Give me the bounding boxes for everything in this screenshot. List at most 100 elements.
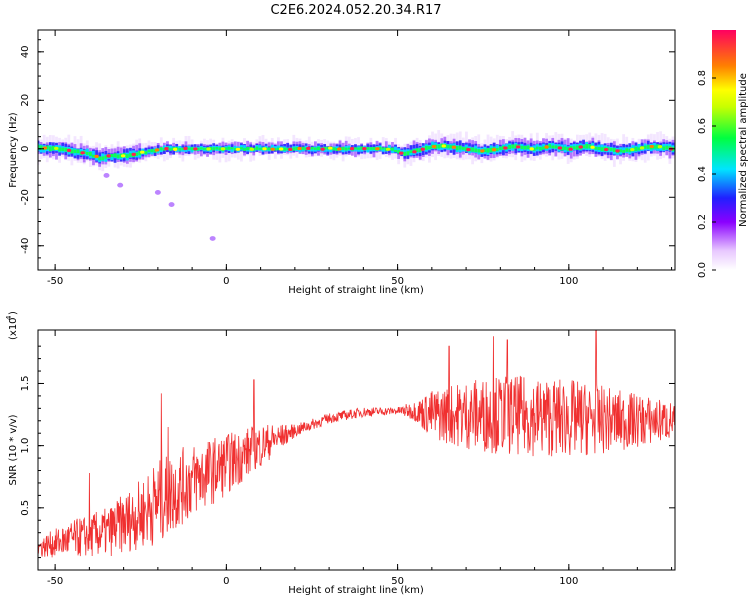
spectrogram-cell [178,147,182,151]
spectrogram-cell [508,145,511,150]
colorbar-tick-label: 0.6 [697,118,708,134]
spectrogram-cell [563,146,567,150]
spectrogram-peak [649,144,655,149]
spectrogram-y-tick-label: 0 [20,146,31,152]
snr-multiplier-close: ) [8,311,19,315]
spectrogram-cell [449,145,453,149]
spectrogram-peak [262,147,267,151]
snr-frame [37,329,676,571]
spectrogram-cell [138,150,142,156]
spectrogram-cell [92,150,95,159]
spectrogram-cell [637,147,641,151]
spectrogram-peak [503,146,508,150]
spectrogram-cell [224,147,228,150]
snr-y-tick-label: 0.5 [20,500,31,516]
spectrogram-peak [590,145,595,149]
spectrogram-cell [498,146,502,150]
spectrogram-cell [292,147,296,151]
spectrogram-outlier [117,182,124,188]
spectrogram-peak [657,145,663,149]
spectrogram-cell [277,147,280,151]
spectrogram-cell [458,145,462,150]
spectrogram-cell [409,150,413,154]
spectrogram-peak [183,146,188,151]
spectrogram-cell [384,141,388,152]
spectrogram-cell [526,145,530,150]
spectrogram-y-tick-label: -20 [20,189,31,205]
spectrogram-cell [110,154,114,158]
spectrogram-cell [471,147,474,152]
snr-multiplier-exponent: 4 [5,315,13,320]
spectrogram-peak [578,145,583,149]
spectrogram-cell [643,145,647,149]
spectrogram-cell [372,146,376,151]
spectrogram-peak [568,147,573,151]
spectrogram-cell [597,147,601,150]
spectrogram-cell [387,145,391,151]
spectrogram-cell [98,156,102,161]
spectrogram-cell [199,147,203,150]
snr-x-tick-label: -50 [47,576,63,587]
spectrogram-cell [286,143,290,152]
spectrogram-cell [116,154,120,159]
spectrogram-peak [154,148,160,152]
spectrogram-cell [64,147,68,152]
spectrogram-cell [233,148,237,151]
spectrogram-cell [360,146,364,150]
spectrogram-peak [320,147,325,151]
spectrogram-cell [147,149,151,153]
spectrogram-x-tick-label: 0 [223,276,229,287]
spectrogram-cell [88,151,92,157]
spectrogram-panel: -50 0 50 100 -40 -20 0 20 40 Height of straight… [8,29,676,296]
spectrogram-cell [554,145,558,149]
spectrogram-cell [532,147,536,151]
spectrogram-cell [243,148,246,151]
spectrogram-marks [38,130,675,241]
colorbar-tick-label: 0.4 [697,166,708,182]
spectrogram-cell [317,146,320,150]
spectrogram-cell [39,145,43,150]
spectrogram-cell [344,147,348,151]
spectrogram-cell [418,148,422,152]
spectrogram-cell [230,147,234,153]
spectrogram-cell [628,148,632,153]
colorbar-tick-label: 0.2 [697,214,708,230]
spectrogram-cell [104,155,108,159]
spectrogram-cell [267,147,271,151]
spectrogram-peak [120,154,126,158]
spectrogram-peak [399,151,404,155]
spectrogram-cell [634,146,638,152]
spectrogram-cell [489,147,493,153]
spectrogram-x-tick-label: 100 [559,276,578,287]
spectrogram-cell [378,146,382,151]
spectrogram-cell [101,156,105,161]
spectrogram-cell [551,145,555,149]
snr-x-tick-label: 100 [559,576,578,587]
spectrogram-peak [288,147,293,152]
spectrogram-peak [220,147,226,151]
spectrogram-peak [557,146,563,150]
spectrogram-peak [466,148,471,152]
spectrogram-peak [529,147,534,151]
spectrogram-cell [304,147,308,151]
colorbar-gradient [712,30,736,270]
snr-y-label: SNR (10 * v/v) [8,414,19,485]
spectrogram-cell [286,147,290,151]
snr-x-tick-label: 0 [223,576,229,587]
snr-x-label: Height of straight line (km) [288,585,424,596]
spectrogram-cell [190,147,194,151]
figure-title: C2E6.2024.052.20.34.R17 [270,3,441,18]
spectrogram-cell [92,154,95,158]
spectrogram-cell [52,145,55,151]
spectrogram-cell [394,146,397,153]
spectrogram-cell [159,147,163,151]
spectrogram-cell [323,146,327,150]
spectrogram-cell [283,147,286,151]
spectrogram-y-label: Frequency (Hz) [8,112,19,188]
colorbar-tick-label: 0.8 [697,70,708,86]
snr-series-line [38,330,675,558]
spectrogram-cell [575,145,579,150]
spectrogram-peak [94,154,99,158]
spectrogram-cell [514,144,518,149]
